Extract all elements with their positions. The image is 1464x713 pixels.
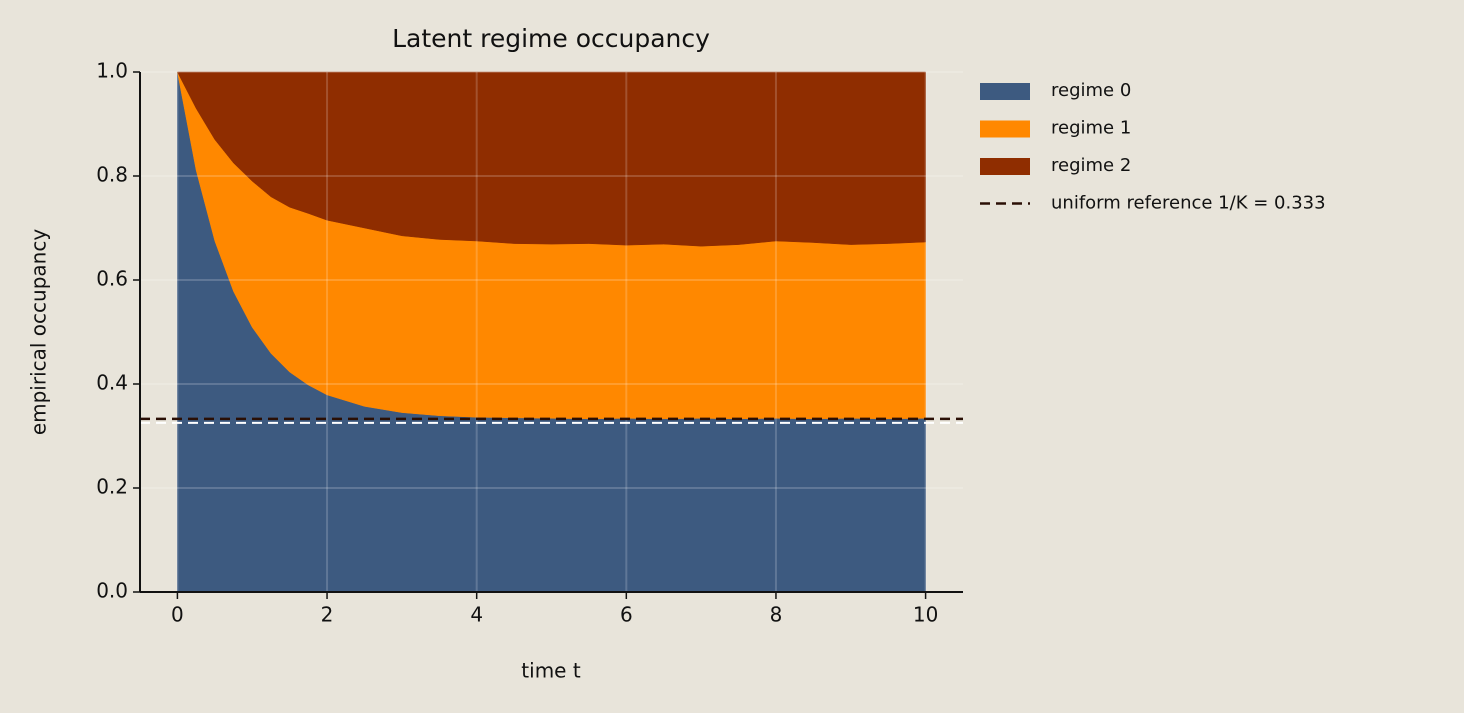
legend-swatch	[980, 120, 1030, 138]
legend-swatch	[980, 83, 1030, 100]
legend-label: uniform reference 1/K = 0.333	[1051, 193, 1326, 214]
x-tick-label: 4	[470, 603, 483, 627]
y-tick-label: 0.0	[96, 579, 128, 603]
area	[176, 71, 926, 247]
chart-title: Latent regime occupancy	[392, 24, 710, 53]
legend-swatch	[980, 158, 1030, 175]
legend-label: regime 1	[1051, 118, 1131, 139]
y-tick-label: 0.4	[96, 371, 128, 395]
x-tick-label: 0	[171, 603, 184, 627]
x-tick-label: 8	[770, 603, 783, 627]
x-tick-label: 2	[321, 603, 334, 627]
x-axis-label: time t	[521, 659, 581, 683]
y-axis-label: empirical occupancy	[27, 229, 51, 436]
x-tick-label: 10	[913, 603, 938, 627]
legend-label: regime 2	[1051, 155, 1131, 176]
y-tick-label: 0.6	[96, 267, 128, 291]
x-tick-label: 6	[620, 603, 633, 627]
y-tick-label: 0.2	[96, 475, 128, 499]
y-tick-label: 1.0	[96, 59, 128, 83]
y-tick-label: 0.8	[96, 163, 128, 187]
legend-label: regime 0	[1051, 80, 1131, 101]
